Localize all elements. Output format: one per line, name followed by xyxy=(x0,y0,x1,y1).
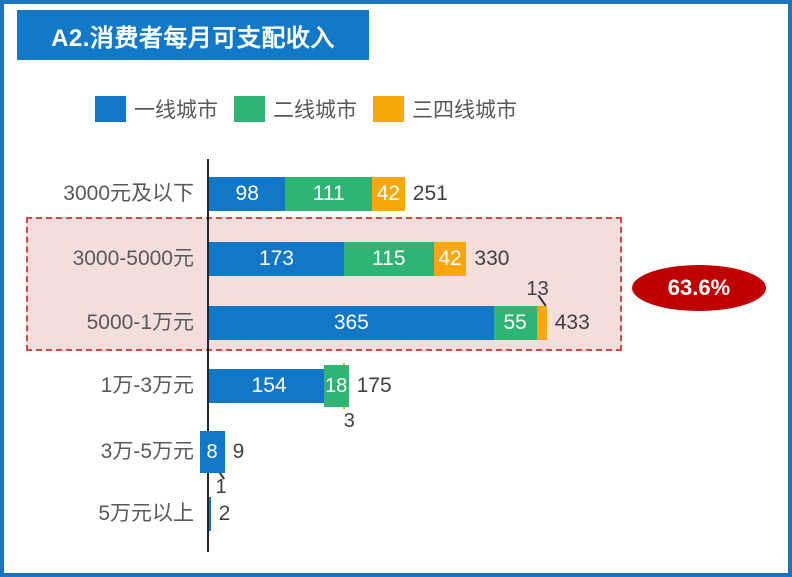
bar-segment-tier1: 365 xyxy=(209,306,494,340)
chart-row: 3000元及以下 98 111 42 251 xyxy=(4,177,788,211)
legend-swatch-tier34-icon xyxy=(373,96,404,122)
bar-segment-tier1: 154 xyxy=(209,369,330,403)
legend-label-tier1: 一线城市 xyxy=(134,99,218,122)
stacked-bar: 365 55 xyxy=(209,306,547,340)
highlight-percentage-badge: 63.6% xyxy=(632,265,766,311)
legend-label-tier2: 二线城市 xyxy=(273,99,357,122)
segment-value-below: 1 xyxy=(215,476,227,498)
chart-title: A2.消费者每月可支配收入 xyxy=(17,10,369,60)
chart-row: 3万-5万元 8 1 9 xyxy=(4,431,788,498)
category-axis-line xyxy=(207,159,209,552)
stacked-bar: 173 115 42 xyxy=(209,242,467,276)
total-label: 251 xyxy=(412,182,448,205)
bar-segment-tier34: 42 xyxy=(372,177,405,211)
segment-value: 55 xyxy=(503,311,527,334)
total-label: 9 xyxy=(232,440,245,463)
stacked-bar xyxy=(209,497,211,531)
chart-row: 1万-3万元 154 18 3 175 xyxy=(4,363,788,432)
bar-segment-tier1: 173 xyxy=(209,242,344,276)
legend-swatch-tier2-icon xyxy=(234,96,265,122)
stacked-bar: 98 111 42 xyxy=(209,177,405,211)
segment-value-above: 13 xyxy=(526,278,549,300)
category-label: 5万元以上 xyxy=(98,502,194,525)
chart-row: 3000-5000元 173 115 42 330 xyxy=(4,242,788,276)
legend-item-tier34: 三四线城市 xyxy=(373,94,517,124)
bar-segment-tier1 xyxy=(209,497,211,531)
segment-value-below: 3 xyxy=(343,410,355,432)
category-label: 3万-5万元 xyxy=(100,440,194,463)
total-label: 433 xyxy=(554,311,590,334)
segment-value: 365 xyxy=(333,311,369,334)
highlight-percentage-text: 63.6% xyxy=(667,275,731,300)
bar-segment-tier1: 98 xyxy=(209,177,286,211)
legend-label-tier34: 三四线城市 xyxy=(412,99,517,122)
bar-segment-tier2: 115 xyxy=(343,242,434,276)
legend: 一线城市 二线城市 三四线城市 xyxy=(95,94,517,124)
total-label: 330 xyxy=(474,247,510,270)
segment-value-boxed: 18 xyxy=(323,365,349,407)
category-label: 5000-1万元 xyxy=(86,311,194,334)
segment-value: 42 xyxy=(376,182,401,205)
category-label: 1万-3万元 xyxy=(100,374,194,397)
segment-value: 111 xyxy=(312,182,345,205)
bar-segment-tier2: 55 xyxy=(493,306,537,340)
segment-value: 42 xyxy=(438,247,462,270)
category-label: 3000元及以下 xyxy=(63,182,194,205)
bar-chart: 3000元及以下 98 111 42 251 3000-5000元 173 115 42 330 5… xyxy=(4,4,788,573)
chart-row: 5000-1万元 365 55 13 433 xyxy=(4,278,788,340)
segment-value: 115 xyxy=(372,247,406,270)
bar-segment-tier2: 111 xyxy=(285,177,373,211)
bar-segment-tier34 xyxy=(536,306,547,340)
bar-segment-tier34: 42 xyxy=(433,242,467,276)
segment-value: 173 xyxy=(258,247,294,270)
category-label: 3000-5000元 xyxy=(72,247,194,270)
segment-value: 98 xyxy=(235,182,259,205)
legend-swatch-tier1-icon xyxy=(95,96,126,122)
legend-item-tier1: 一线城市 xyxy=(95,94,218,124)
chart-title-text: A2.消费者每月可支配收入 xyxy=(51,24,335,52)
legend-item-tier2: 二线城市 xyxy=(234,94,357,124)
segment-value-boxed: 8 xyxy=(199,431,225,473)
total-label: 2 xyxy=(218,502,231,525)
total-label: 175 xyxy=(356,374,392,397)
segment-value: 154 xyxy=(251,374,287,397)
chart-row: 5万元以上 2 xyxy=(4,497,788,531)
